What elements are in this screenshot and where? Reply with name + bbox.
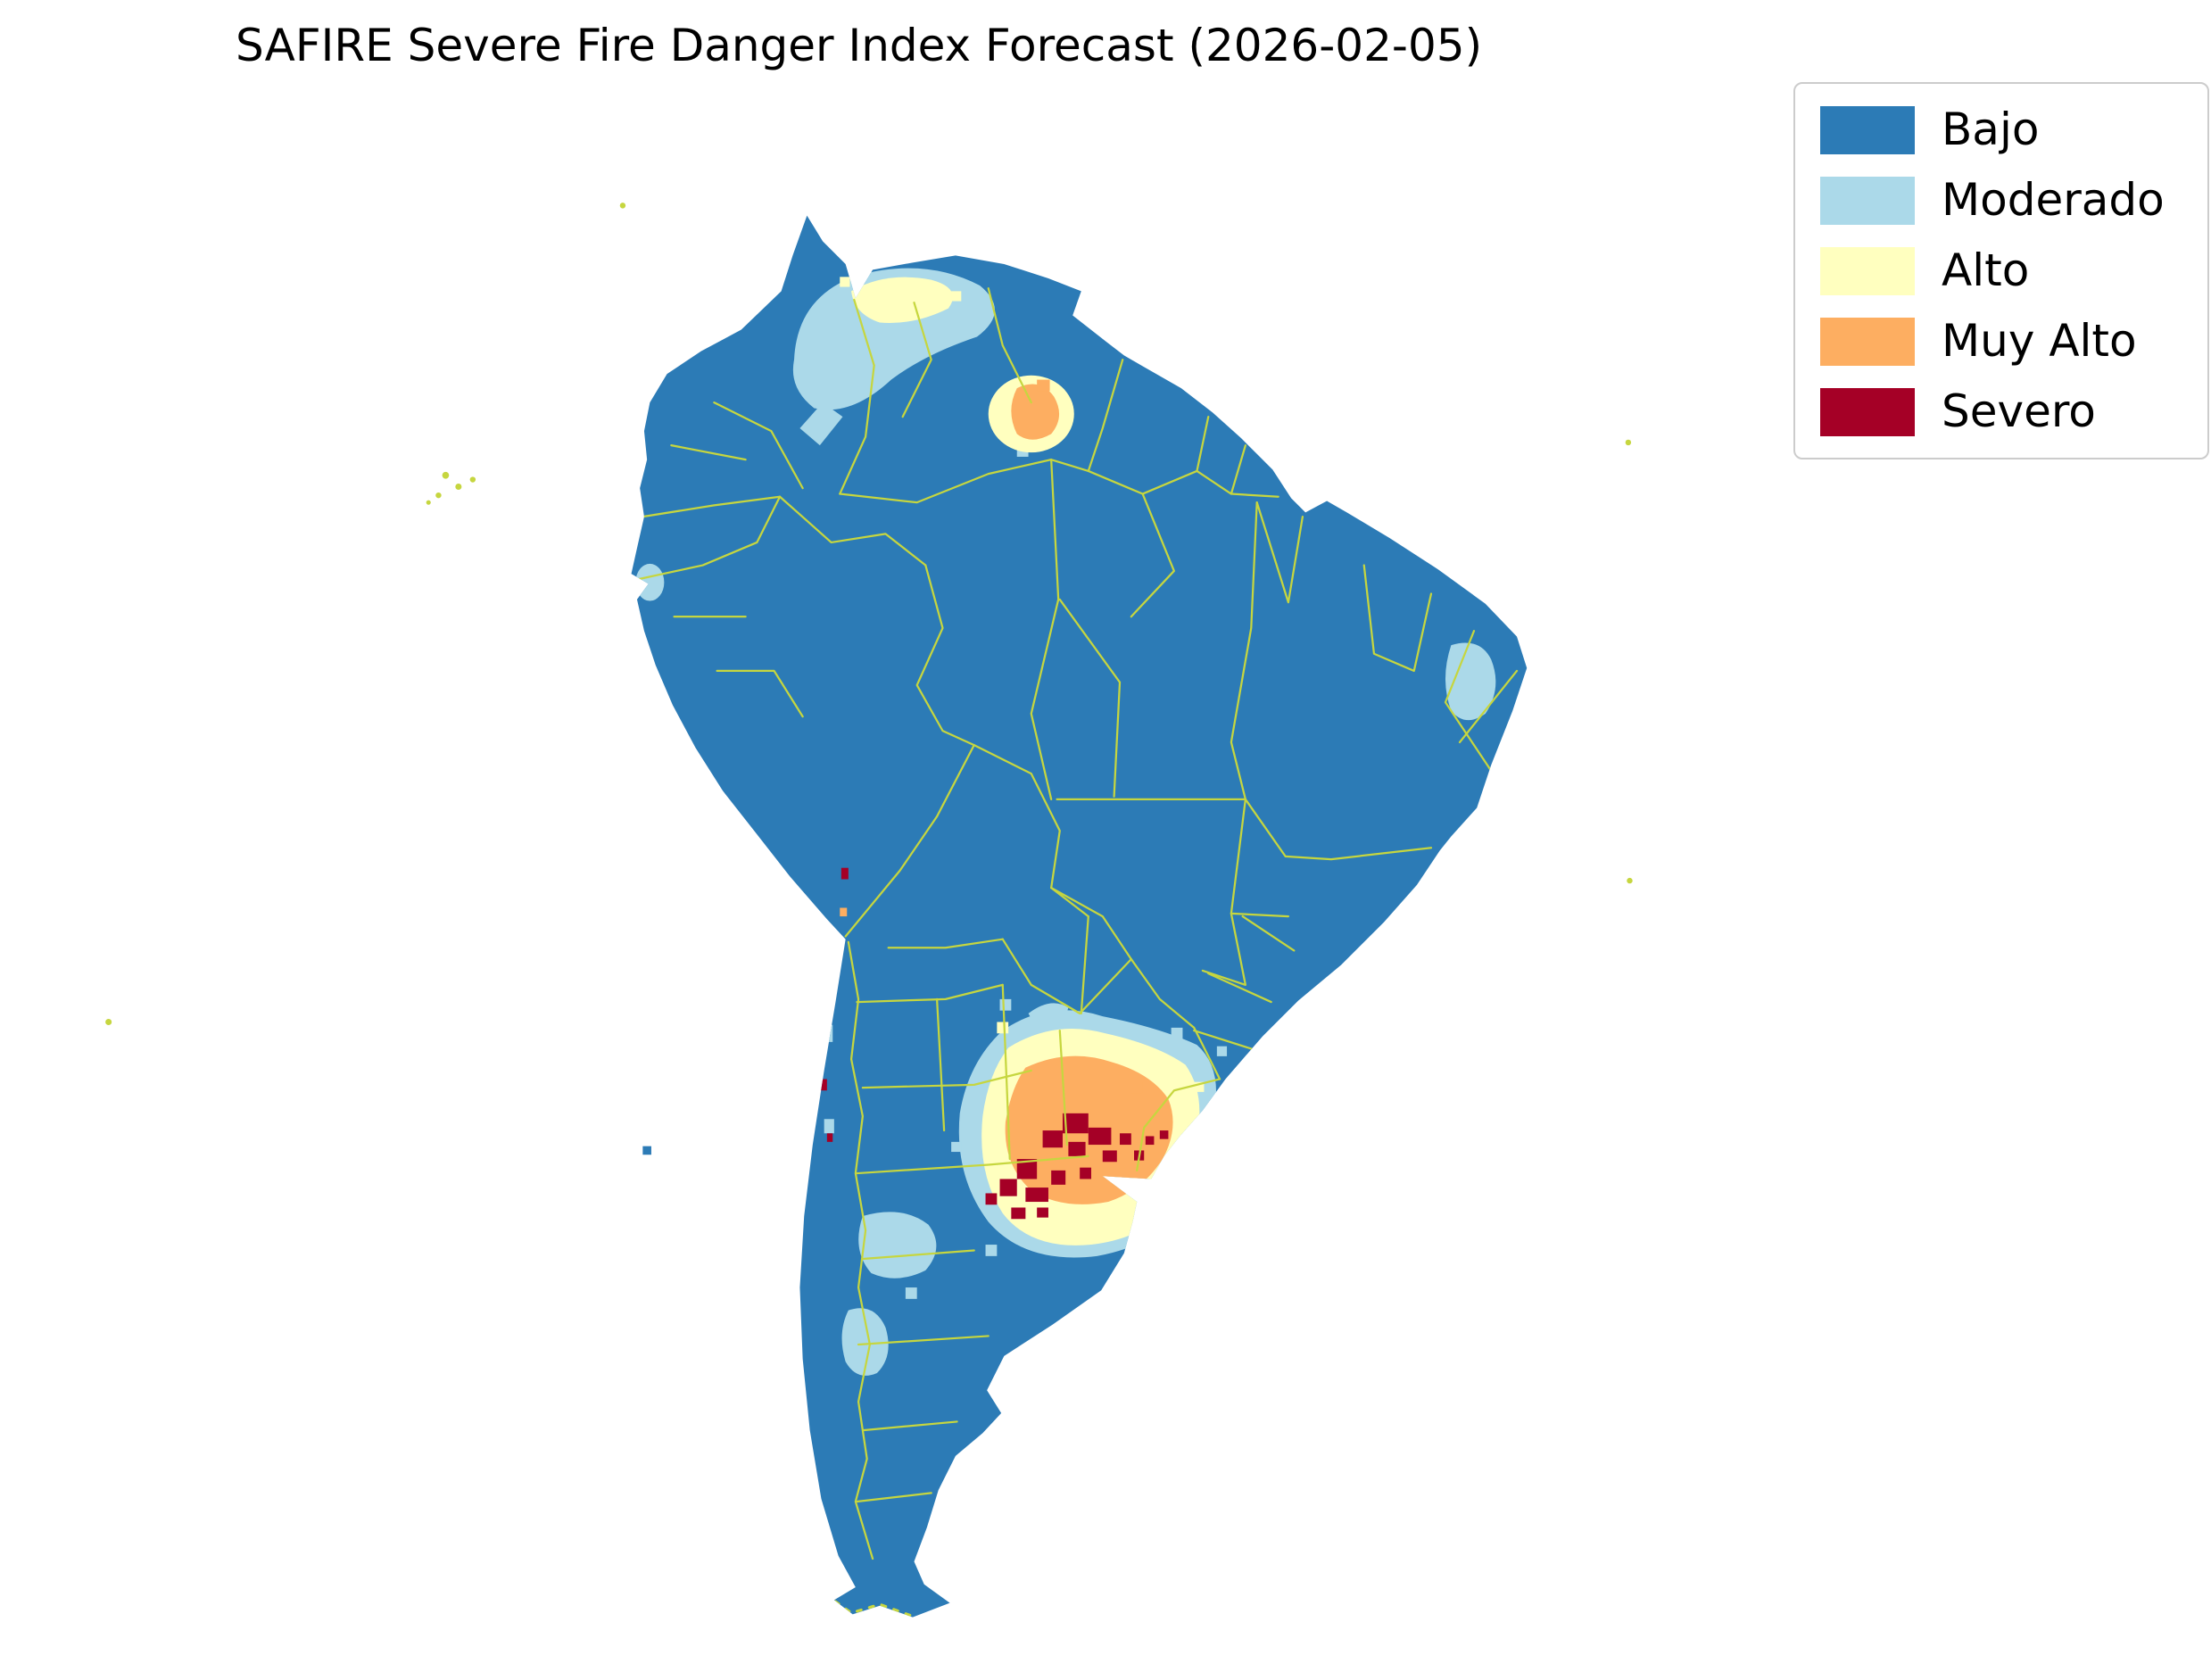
island-specks-water — [642, 1146, 651, 1155]
legend-label-severo: Severo — [1942, 385, 2096, 437]
legend-swatch-muy-alto — [1820, 317, 1915, 366]
legend-item-bajo: Bajo — [1820, 105, 2182, 154]
legend-swatch-bajo — [1820, 105, 1915, 154]
page-title: SAFIRE Severe Fire Danger Index Forecast… — [236, 20, 1483, 71]
continent-base — [631, 215, 1528, 1618]
legend-item-alto: Alto — [1820, 246, 2182, 295]
legend-label-muy-alto: Muy Alto — [1942, 315, 2137, 367]
legend-swatch-alto — [1820, 246, 1915, 295]
legend: Bajo Moderado Alto Muy Alto Severo — [1793, 82, 2209, 459]
island-specks — [105, 203, 1633, 1025]
legend-swatch-moderado — [1820, 176, 1915, 225]
legend-item-severo: Severo — [1820, 387, 2182, 436]
legend-swatch-severo — [1820, 387, 1915, 436]
legend-label-moderado: Moderado — [1942, 174, 2165, 226]
legend-label-bajo: Bajo — [1942, 103, 2040, 155]
legend-label-alto: Alto — [1942, 244, 2030, 296]
legend-item-muy-alto: Muy Alto — [1820, 317, 2182, 366]
admin-borders — [635, 287, 1519, 1618]
legend-item-moderado: Moderado — [1820, 176, 2182, 225]
